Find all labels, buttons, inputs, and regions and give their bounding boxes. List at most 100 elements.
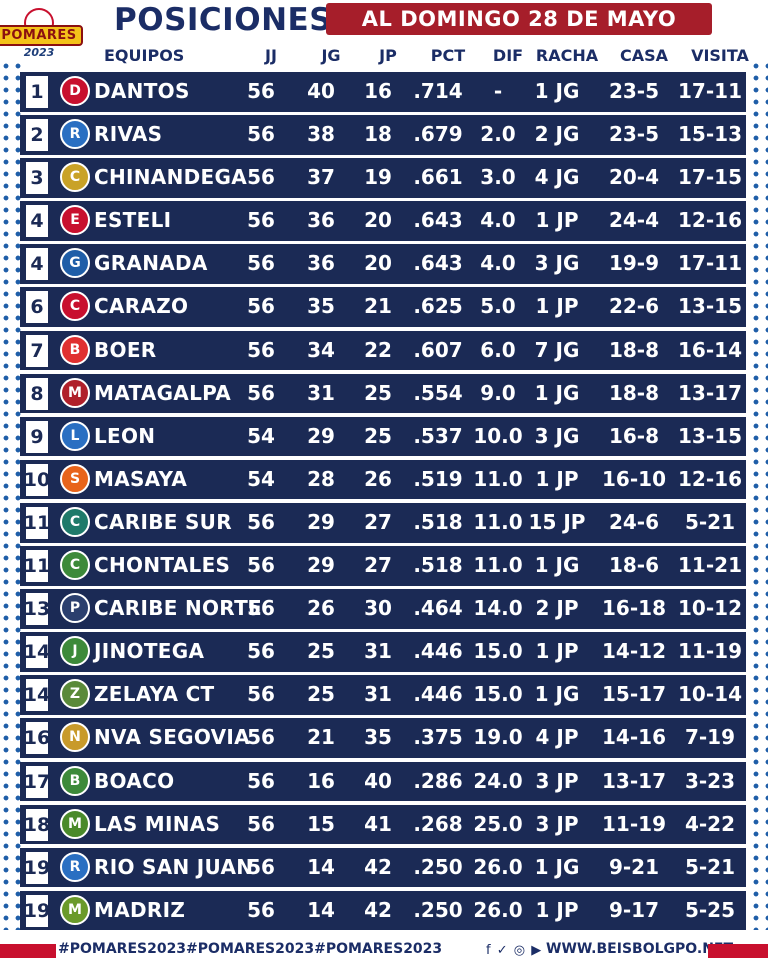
cell-casa: 18-8 [608, 380, 660, 405]
team-name: MADRIZ [94, 897, 186, 922]
cell-jj: 56 [247, 553, 275, 578]
cell-jg: 21 [307, 725, 335, 750]
cell-visita: 15-13 [678, 122, 742, 147]
team-name: RIO SAN JUAN [94, 854, 254, 879]
cell-jg: 29 [307, 423, 335, 448]
team-logo-icon: M [60, 894, 90, 925]
table-header: EQUIPOS JJ JG JP PCT DIF RACHA CASA VISI… [0, 46, 768, 68]
cell-jg: 31 [307, 380, 335, 405]
table-row: 14 J JINOTEGA 56 25 31 .446 15.0 1 JP 14-12 11-19 [20, 632, 746, 672]
cell-casa: 18-8 [608, 337, 660, 362]
cell-visita: 10-14 [678, 682, 742, 707]
rank-badge: 6 [26, 291, 48, 324]
cell-pct: .537 [413, 423, 463, 448]
cell-dif: 11.0 [473, 509, 523, 534]
cell-jj: 56 [247, 380, 275, 405]
cell-jp: 40 [364, 768, 392, 793]
table-row: 8 M MATAGALPA 56 31 25 .554 9.0 1 JG 18-8 13-17 [20, 373, 746, 414]
cell-jp: 31 [364, 682, 392, 707]
cell-jg: 35 [307, 294, 335, 319]
table-row: 3 C CHINANDEGA 56 37 19 .661 3.0 4 JG 20-4 17-15 [20, 158, 746, 198]
social-icons: f ✓ ◎ ▶ [486, 943, 543, 958]
cell-jj: 54 [247, 423, 275, 448]
cell-racha: 2 JP [535, 596, 579, 621]
cell-jg: 36 [307, 251, 335, 276]
team-name: CARIBE SUR [94, 509, 232, 534]
cell-casa: 20-4 [608, 165, 660, 190]
cell-pct: .250 [413, 897, 463, 922]
cell-jj: 56 [247, 596, 275, 621]
cell-visita: 5-21 [684, 854, 736, 879]
footer-hashtags: #POMARES2023#POMARES2023#POMARES2023 [58, 941, 443, 957]
rank-badge: 16 [24, 722, 50, 755]
table-row: 16 N NVA SEGOVIA 56 21 35 .375 19.0 4 JP 14-16 7-1… [20, 718, 746, 758]
cell-pct: .519 [413, 466, 463, 491]
standings-table: 1 D DANTOS 56 40 16.714-1 JG 23-5 17-11 2 R RIVAS 5… [20, 72, 746, 934]
cell-jp: 21 [364, 294, 392, 319]
cell-racha: 3 JP [535, 811, 579, 836]
team-name: CARIBE NORTE [94, 596, 263, 621]
cell-racha: 1 JP [535, 208, 579, 233]
rank-badge: 19 [24, 894, 50, 927]
rank-badge: 4 [26, 205, 48, 238]
team-name: RIVAS [94, 122, 163, 147]
cell-jp: 20 [364, 208, 392, 233]
table-row: 6 C CARAZO 56 35 21 .625 5.0 1 JP 22-6 13-15 [20, 287, 746, 328]
team-name: LEON [94, 423, 156, 448]
cell-visita: 10-12 [678, 596, 742, 621]
table-row: 2 R RIVAS 56 38 18 .679 2.0 2 JG 23-5 15-13 [20, 115, 746, 155]
cell-jg: 40 [307, 79, 335, 103]
rank-badge: 7 [26, 334, 48, 367]
cell-pct: .607 [413, 337, 463, 362]
cell-jj: 54 [247, 466, 275, 491]
cell-dif: 2.0 [480, 122, 516, 147]
cell-casa: 16-8 [608, 423, 660, 448]
cell-jj: 56 [247, 811, 275, 836]
cell-jj: 56 [247, 725, 275, 750]
cell-pct: .661 [413, 165, 463, 190]
cell-jj: 56 [247, 897, 275, 922]
cell-dif: - [493, 79, 503, 103]
cell-jp: 25 [364, 380, 392, 405]
table-row: 4 G GRANADA 56 36 20 .643 4.0 3 JG 19-9 17-11 [20, 244, 746, 284]
cell-jp: 42 [364, 897, 392, 922]
logo-year: 2023 [23, 46, 55, 59]
cell-jg: 36 [307, 208, 335, 233]
cell-racha: 1 JP [535, 294, 579, 319]
cell-visita: 16-14 [678, 337, 742, 362]
cell-visita: 13-15 [678, 423, 742, 448]
cell-racha: 1 JP [535, 897, 579, 922]
cell-racha: 1 JP [535, 466, 579, 491]
team-logo-icon: L [60, 420, 90, 451]
cell-jg: 29 [307, 509, 335, 534]
cell-dif: 19.0 [473, 725, 523, 750]
cell-dif: 4.0 [480, 208, 516, 233]
cell-racha: 1 JP [535, 639, 579, 664]
cell-dif: 15.0 [473, 682, 523, 707]
cell-racha: 3 JP [535, 768, 579, 793]
cell-casa: 23-5 [608, 122, 660, 147]
rank-badge: 14 [24, 679, 50, 712]
rank-badge: 10 [24, 463, 50, 496]
cell-dif: 5.0 [480, 294, 516, 319]
cell-jg: 25 [307, 682, 335, 707]
rank-badge: 3 [26, 162, 48, 195]
team-name: LAS MINAS [94, 811, 221, 836]
team-name: ESTELI [94, 208, 172, 233]
cell-casa: 24-6 [608, 509, 660, 534]
cell-dif: 11.0 [473, 553, 523, 578]
cell-pct: .554 [413, 380, 463, 405]
header-dif: DIF [492, 46, 524, 65]
cell-dif: 14.0 [473, 596, 523, 621]
cell-jg: 28 [307, 466, 335, 491]
cell-casa: 11-19 [602, 811, 666, 836]
rank-badge: 17 [24, 765, 50, 798]
cell-racha: 1 JG [534, 854, 580, 879]
team-name: MASAYA [94, 466, 188, 491]
table-row: 7 B BOER 56 34 22 .607 6.0 7 JG 18-8 16-14 [20, 330, 746, 371]
cell-visita: 13-17 [678, 380, 742, 405]
page-title: POSICIONES [114, 2, 333, 38]
team-name: CHINANDEGA [94, 165, 247, 190]
rank-badge: 13 [24, 593, 50, 626]
table-row: 1 D DANTOS 56 40 16 .714 - 1 JG 23-5 17-11 [20, 72, 746, 112]
